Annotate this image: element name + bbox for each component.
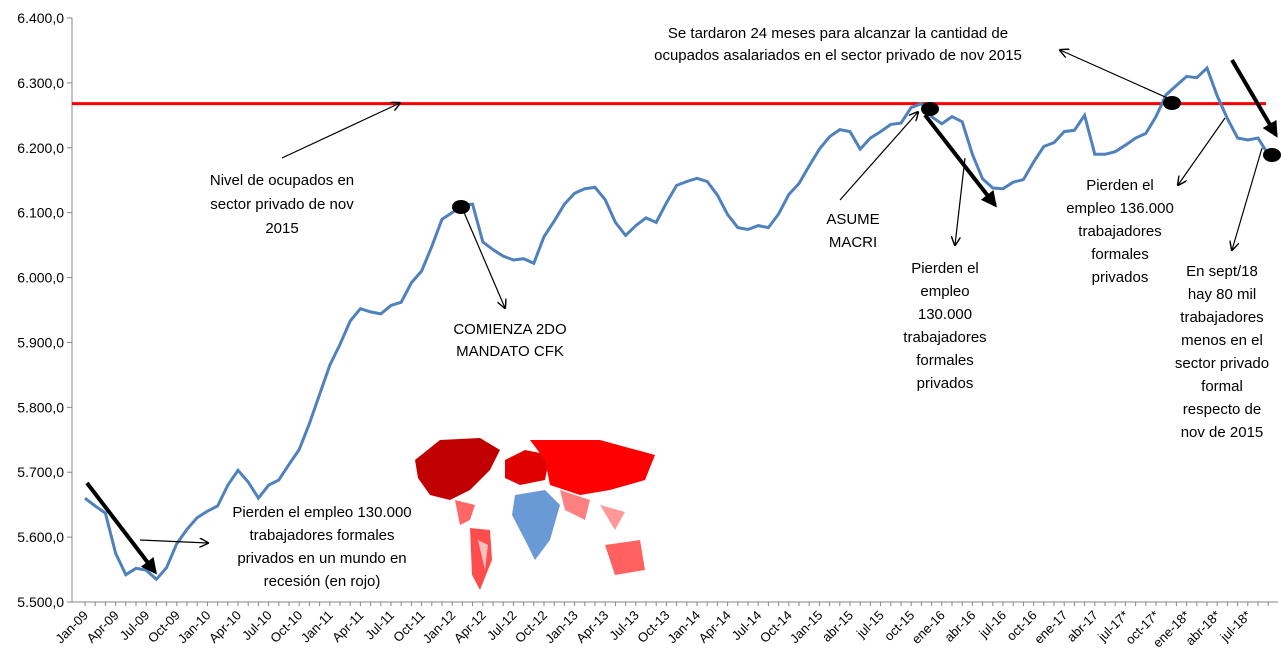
arrow [955, 157, 966, 245]
arrow [1178, 117, 1226, 185]
annotation: Nivel de ocupados en [210, 172, 354, 189]
arrow [462, 209, 505, 308]
x-tick-label: ene-16 [909, 608, 948, 647]
thick-arrow [1230, 58, 1278, 138]
annotation: empleo [920, 283, 969, 300]
thick-arrow [85, 481, 157, 575]
marker-dot [1163, 96, 1181, 110]
x-tick-label: Jan-11 [298, 608, 336, 646]
arrow [139, 540, 208, 543]
x-tick-label: Apr-09 [84, 608, 122, 646]
arrow [1232, 147, 1263, 250]
annotation: ocupados asalariados en el sector privad… [654, 47, 1022, 64]
y-tick-label: 5.700,0 [17, 464, 64, 480]
x-tick-label: Oct-10 [267, 608, 305, 646]
x-tick-label: Oct-13 [634, 608, 672, 646]
annotation: formal [1201, 378, 1243, 395]
y-tick-label: 6.400,0 [17, 10, 64, 26]
y-tick-label: 6.200,0 [17, 140, 64, 156]
annotation: MACRI [829, 234, 877, 251]
annotation: privados [1092, 269, 1149, 286]
x-tick-label: abr-16 [941, 608, 978, 645]
marker-dot [921, 102, 939, 116]
world-map [415, 438, 655, 590]
annotation: trabajadores [1180, 309, 1263, 326]
x-tick-label: Jan-14 [664, 608, 703, 647]
annotation: Se tardaron 24 meses para alcanzar la ca… [668, 25, 1008, 42]
marker-dot [452, 200, 470, 214]
annotation: ASUME [826, 211, 879, 228]
annotation: trabajadores formales [249, 527, 394, 544]
x-tick-label: Apr-10 [206, 608, 244, 646]
series-line [84, 65, 1270, 582]
x-tick-label: Jan-09 [52, 608, 91, 647]
annotation: Pierden el [911, 260, 979, 277]
x-tick-label: Oct-14 [757, 608, 795, 646]
x-tick-label: Apr-12 [451, 608, 489, 646]
annotation: Pierden el empleo 130.000 [232, 504, 411, 521]
thick-arrow [923, 113, 997, 208]
x-tick-label: ene-17 [1031, 608, 1070, 647]
x-tick-label: abr-15 [819, 608, 856, 645]
x-tick-label: Apr-11 [329, 608, 367, 646]
arrow [281, 103, 400, 159]
y-tick-label: 5.500,0 [17, 594, 64, 610]
annotation: sector privado [1175, 355, 1269, 372]
x-tick-label: Oct-12 [512, 608, 550, 646]
y-tick-label: 6.000,0 [17, 270, 64, 286]
annotation: COMIENZA 2DO [453, 321, 566, 338]
x-tick-label: Apr-13 [573, 608, 611, 646]
annotation: Pierden el [1086, 177, 1154, 194]
x-tick-label: jul-15 [853, 608, 887, 642]
annotation: sector privado de nov [210, 196, 354, 213]
annotation: 130.000 [918, 306, 972, 323]
marker-dot [1263, 148, 1281, 162]
annotation: formales [1091, 246, 1149, 263]
y-tick-label: 5.900,0 [17, 334, 64, 350]
x-tick-label: abr-18* [1183, 608, 1224, 649]
annotation: empleo 136.000 [1066, 200, 1174, 217]
x-tick-label: abr-17 [1064, 608, 1101, 645]
x-tick-label: jul-16 [975, 608, 1009, 642]
annotation: 2015 [265, 220, 298, 237]
annotation: MANDATO CFK [456, 343, 564, 360]
annotation: respecto de [1183, 401, 1261, 418]
x-tick-label: jul-18* [1217, 608, 1254, 645]
x-tick-label: Jan-13 [542, 608, 581, 647]
annotation: privados [917, 375, 974, 392]
annotation: privados en un mundo en [237, 550, 406, 567]
annotation: trabajadores [1078, 223, 1161, 240]
arrow [839, 112, 918, 201]
x-tick-label: Oct-09 [145, 608, 183, 646]
annotation: trabajadores [903, 329, 986, 346]
annotation: menos en el [1181, 332, 1263, 349]
y-tick-label: 6.100,0 [17, 205, 64, 221]
y-tick-label: 5.600,0 [17, 529, 64, 545]
annotation: formales [916, 352, 974, 369]
y-tick-label: 6.300,0 [17, 75, 64, 91]
annotation: En sept/18 [1186, 263, 1258, 280]
annotation: recesión (en rojo) [264, 573, 381, 590]
y-tick-label: 5.800,0 [17, 399, 64, 415]
annotation: hay 80 mil [1188, 286, 1256, 303]
x-tick-label: Apr-14 [696, 608, 734, 646]
x-tick-label: Jan-10 [175, 608, 214, 647]
annotation: nov de 2015 [1181, 424, 1264, 441]
x-tick-label: Jan-15 [787, 608, 826, 647]
arrow [1060, 50, 1173, 101]
x-tick-label: Jan-12 [420, 608, 459, 647]
